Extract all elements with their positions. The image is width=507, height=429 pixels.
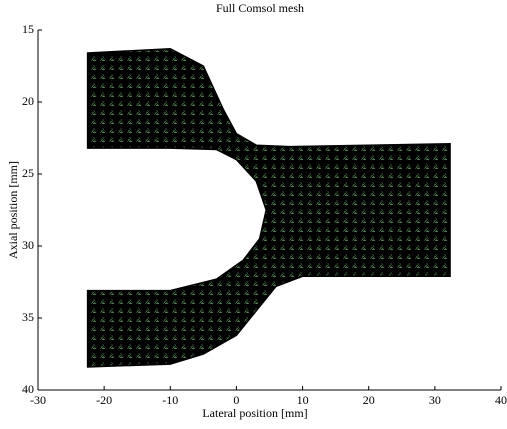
- y-tick-label: 40: [22, 382, 34, 396]
- y-tick-label: 25: [22, 166, 34, 180]
- x-tick-label: -10: [162, 393, 178, 407]
- x-tick-label: -30: [30, 393, 46, 407]
- y-tick-label: 30: [22, 238, 34, 252]
- x-tick-label: 20: [363, 393, 375, 407]
- x-tick-label: 10: [297, 393, 309, 407]
- x-tick-label: 0: [233, 393, 239, 407]
- x-axis-label: Lateral position [mm]: [202, 406, 307, 420]
- mesh-region: [86, 47, 451, 368]
- y-tick-label: 20: [22, 94, 34, 108]
- x-tick-label: 30: [429, 393, 441, 407]
- y-axis-label: Axial position [mm]: [6, 161, 20, 259]
- chart-title: Full Comsol mesh: [216, 1, 304, 15]
- y-tick-label: 35: [22, 310, 34, 324]
- x-tick-label: -20: [96, 393, 112, 407]
- x-tick-label: 40: [495, 393, 507, 407]
- y-tick-label: 15: [22, 22, 34, 36]
